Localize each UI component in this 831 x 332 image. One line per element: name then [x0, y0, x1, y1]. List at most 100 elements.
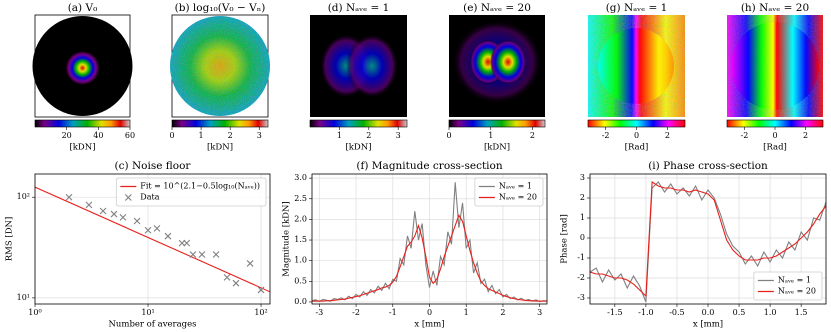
axes-frame [589, 173, 827, 305]
x-tick-label: 10² [254, 308, 267, 317]
colorbar-tick-label: 2 [530, 131, 535, 140]
colorbar [171, 119, 269, 128]
legend-label: Nₐᵥₑ = 20 [778, 287, 816, 296]
colorbar-tick-label: 60 [125, 131, 135, 140]
x-tick-label: 0 [427, 308, 432, 317]
data-point [164, 232, 172, 240]
x-tick-label: 1.5 [795, 308, 808, 317]
y-tick-label: 0.0 [294, 297, 307, 306]
data-point [246, 260, 254, 267]
data-point [257, 286, 265, 294]
y-tick-label: 1 [580, 213, 585, 222]
panel-title: (b) log₁₀(V₀ − Vₙ) [175, 2, 266, 14]
y-tick-label: 10² [17, 192, 30, 201]
data-point [144, 226, 152, 234]
x-axis-label: Number of averages [108, 320, 196, 330]
image-a [32, 14, 133, 118]
x-tick-label: 10⁰ [28, 308, 41, 317]
y-tick-label: 1.0 [294, 256, 307, 265]
x-tick-label: 2 [500, 308, 505, 317]
x-axis-label: x [mm] [414, 320, 444, 330]
colorbar-tick-label: 3 [396, 131, 401, 140]
y-axis-label: Magnitude [kDN] [282, 201, 292, 277]
panel-title: (g) Nₐᵥₑ = 1 [606, 2, 668, 14]
panel-title: (e) Nₐᵥₑ = 20 [463, 2, 531, 14]
axes-frame [34, 173, 271, 305]
colorbar [34, 119, 131, 128]
colorbar-tick-label: 20 [62, 131, 72, 140]
panel-title: (c) Noise floor [115, 160, 192, 172]
data-point [198, 251, 206, 258]
panel-title: (a) V₀ [68, 2, 98, 14]
x-tick-label: -0.5 [669, 308, 684, 317]
x-tick-label: -1.5 [607, 308, 622, 317]
colorbar-tick-label: 0 [446, 131, 451, 140]
data-point [223, 273, 231, 281]
panel-title: (d) Nₐᵥₑ = 1 [328, 2, 390, 14]
legend-label: Nₐᵥₑ = 20 [499, 193, 537, 202]
colorbar-tick-label: -2 [602, 131, 610, 140]
legend-box [115, 177, 267, 207]
colorbar [726, 119, 824, 128]
y-axis-label: RMS [DN] [5, 217, 15, 262]
colorbar-tick-label: 2 [665, 131, 670, 140]
x-tick-label: -1.0 [638, 308, 653, 317]
colorbar-tick-label: 1 [337, 131, 342, 140]
colorbar-tick-label: 2 [228, 131, 233, 140]
x-axis-label: x [mm] [693, 320, 723, 330]
series-line [312, 213, 547, 302]
panel-title: (i) Phase cross-section [648, 160, 768, 172]
colorbar-tick-label: 0 [772, 131, 777, 140]
colorbar-tick-label: 1 [199, 131, 204, 140]
y-tick-label: 2.5 [294, 194, 307, 203]
data-point [110, 210, 118, 218]
colorbar [309, 119, 408, 128]
x-tick-label: 3 [537, 308, 542, 317]
data-point [183, 239, 191, 247]
legend-label: Nₐᵥₑ = 1 [499, 182, 532, 191]
colorbar-tick-label: 0 [634, 131, 639, 140]
legend: Nₐᵥₑ = 1 Nₐᵥₑ = 20 [753, 271, 823, 301]
data-point [65, 193, 73, 201]
colorbar-label: [kDN] [345, 143, 371, 153]
x-tick-label: -1 [389, 308, 397, 317]
colorbar [448, 119, 546, 128]
data-point [85, 201, 93, 209]
data-point [212, 251, 220, 258]
colorbar-tick-label: 1 [488, 131, 493, 140]
series-line [35, 186, 270, 293]
data-point [99, 207, 107, 215]
data-point [153, 225, 161, 232]
y-tick-label: 2.0 [294, 214, 307, 223]
colorbar-label: [kDN] [484, 143, 510, 153]
axes-frame [311, 173, 548, 305]
colorbar-label: [kDN] [69, 143, 95, 153]
legend-label: Nₐᵥₑ = 1 [778, 276, 811, 285]
colorbar-tick-label: -2 [741, 131, 749, 140]
panel-title: (h) Nₐᵥₑ = 20 [741, 2, 809, 14]
x-tick-label: 1.0 [764, 308, 777, 317]
data-point [133, 217, 141, 225]
colorbar-label: [Rad] [625, 143, 649, 153]
y-tick-label: 3.0 [294, 173, 307, 182]
y-tick-label: 2 [580, 193, 585, 202]
image-d [310, 15, 407, 117]
series-line [590, 181, 826, 298]
colorbar-tick-label: 2 [803, 131, 808, 140]
x-tick-label: 0.0 [702, 308, 715, 317]
data-point [119, 214, 127, 221]
x-tick-label: 10¹ [141, 308, 154, 317]
legend-marker [124, 194, 132, 201]
data-point [232, 279, 240, 287]
x-tick-label: 1 [464, 308, 469, 317]
legend-label: Data [140, 193, 159, 202]
y-tick-label: 1.5 [294, 235, 307, 244]
data-point [189, 251, 197, 258]
legend-box [474, 177, 544, 207]
legend-label: Fit = 10^(2.1−0.5log₁₀(Nₐᵥₑ)) [140, 182, 260, 191]
y-axis-label: Phase [rad] [560, 214, 570, 264]
y-tick-label: 10¹ [17, 293, 30, 302]
x-tick-label: -2 [352, 308, 360, 317]
legend-box [753, 271, 823, 301]
colorbar-tick-label: 2 [366, 131, 371, 140]
